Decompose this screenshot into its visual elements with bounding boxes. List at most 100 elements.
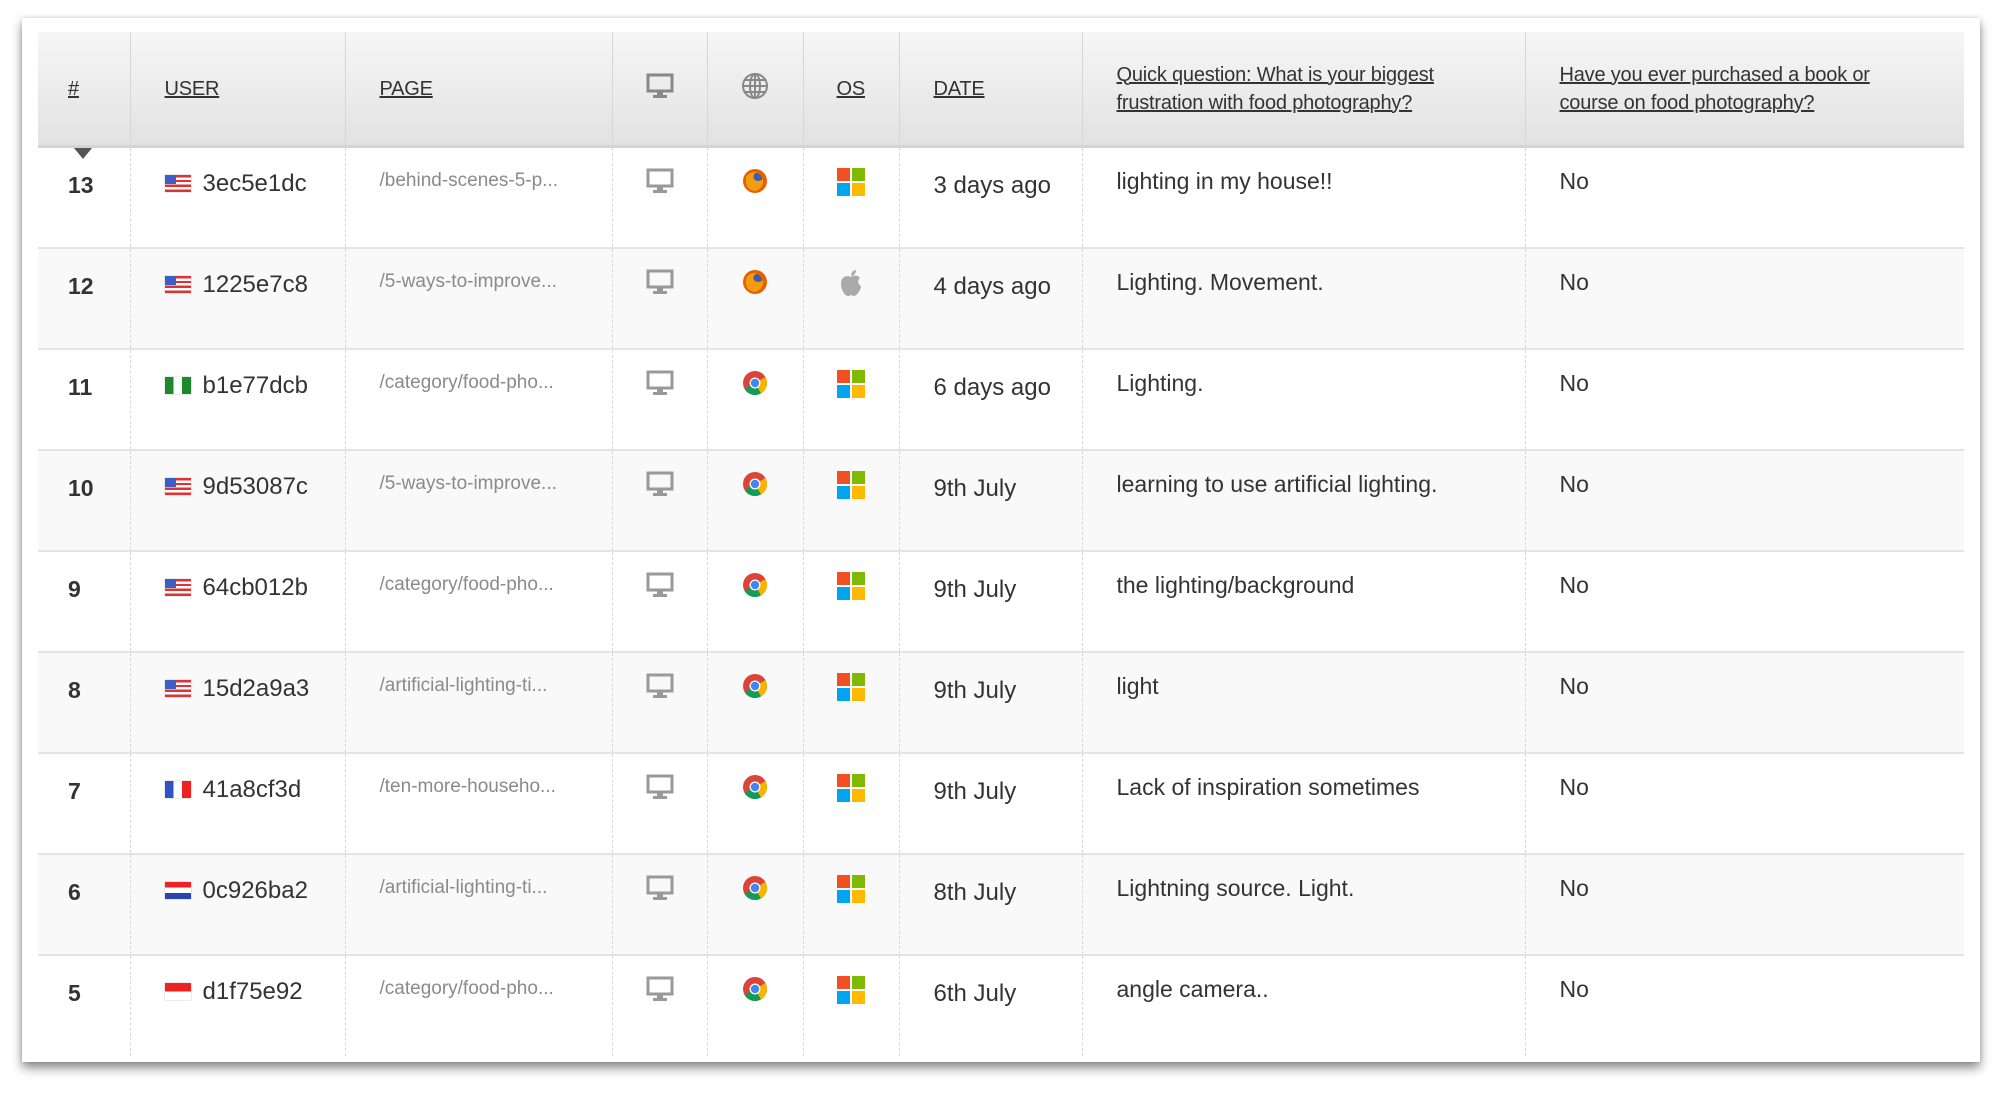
user-cell[interactable]: 64cb012b: [130, 550, 346, 652]
user-cell[interactable]: 0c926ba2: [130, 853, 346, 955]
user-cell[interactable]: 3ec5e1dc: [130, 146, 346, 248]
answer-q1: Lighting.: [1082, 348, 1526, 450]
col-header-q2[interactable]: Have you ever purchased a book or course…: [1525, 32, 1964, 148]
desktop-icon: [646, 572, 674, 602]
device-cell: [612, 449, 708, 551]
chrome-icon: [742, 774, 768, 804]
device-cell: [612, 550, 708, 652]
user-cell[interactable]: 9d53087c: [130, 449, 346, 551]
col-header-device[interactable]: [612, 32, 708, 148]
os-cell: [803, 651, 900, 753]
date-cell: 9th July: [899, 550, 1083, 652]
flag-id-icon: [164, 982, 191, 1000]
col-header-os[interactable]: OS: [803, 32, 900, 148]
header-label: USER: [164, 77, 220, 100]
page-cell[interactable]: /category/food-pho...: [345, 348, 613, 450]
answer-q2: No: [1559, 168, 1589, 194]
desktop-icon: [646, 673, 674, 703]
answer-q1: Lighting. Movement.: [1082, 247, 1526, 349]
desktop-icon: [646, 370, 674, 400]
desktop-icon: [646, 73, 674, 104]
desktop-icon: [646, 976, 674, 1006]
header-label: PAGE: [379, 77, 433, 100]
flag-fr-icon: [164, 780, 191, 798]
page-cell[interactable]: /category/food-pho...: [345, 550, 613, 652]
user-id: 1225e7c8: [202, 270, 308, 298]
table-row[interactable]: 10 9d53087c /5-ways-to-improve... 9th Ju…: [38, 449, 1964, 551]
row-number: 8: [38, 651, 131, 753]
col-header-q1[interactable]: Quick question: What is your biggest fru…: [1082, 32, 1526, 148]
user-cell[interactable]: b1e77dcb: [130, 348, 346, 450]
col-header-number[interactable]: #: [38, 32, 131, 159]
device-cell: [612, 651, 708, 753]
chrome-icon: [742, 471, 768, 501]
desktop-icon: [646, 471, 674, 501]
page-cell[interactable]: /artificial-lighting-ti...: [345, 651, 613, 753]
page-cell[interactable]: /behind-scenes-5-p...: [345, 146, 613, 248]
os-cell: [803, 146, 900, 248]
col-header-user[interactable]: USER: [130, 32, 346, 148]
flag-hr-icon: [164, 881, 191, 899]
answer-q2: No: [1559, 975, 1589, 1002]
answer-q1: Lightning source. Light.: [1082, 853, 1526, 955]
row-number: 13: [38, 146, 131, 248]
windows-icon: [837, 874, 865, 907]
flag-us-icon: [164, 578, 191, 596]
page-cell[interactable]: /category/food-pho...: [345, 954, 613, 1056]
col-header-browser[interactable]: [707, 32, 804, 148]
date-cell: 6th July: [899, 954, 1083, 1056]
browser-cell: [707, 348, 804, 450]
user-cell[interactable]: 1225e7c8: [130, 247, 346, 349]
date-cell: 9th July: [899, 752, 1083, 854]
windows-icon: [837, 773, 865, 806]
page-cell[interactable]: /5-ways-to-improve...: [345, 449, 613, 551]
answer-q2: No: [1559, 874, 1589, 901]
date-cell: 9th July: [899, 651, 1083, 753]
user-id: b1e77dcb: [202, 371, 308, 399]
answer-q1: the lighting/background: [1082, 550, 1526, 652]
table-row[interactable]: 12 1225e7c8 /5-ways-to-improve... 4 days…: [38, 247, 1964, 349]
table-row[interactable]: 5 d1f75e92 /category/food-pho... 6th Jul…: [38, 954, 1964, 1056]
device-cell: [612, 146, 708, 248]
desktop-icon: [646, 875, 674, 905]
page-cell[interactable]: /5-ways-to-improve...: [345, 247, 613, 349]
chrome-icon: [742, 875, 768, 905]
row-number: 11: [38, 348, 131, 450]
answer-q2: No: [1559, 672, 1589, 699]
page-cell[interactable]: /ten-more-househo...: [345, 752, 613, 854]
table-row[interactable]: 11 b1e77dcb /category/food-pho... 6 days…: [38, 348, 1964, 450]
table-row[interactable]: 8 15d2a9a3 /artificial-lighting-ti... 9t…: [38, 651, 1964, 753]
answer-q1: learning to use artificial lighting.: [1082, 449, 1526, 551]
firefox-icon: [742, 169, 768, 198]
os-cell: [803, 247, 900, 349]
flag-us-icon: [164, 679, 191, 697]
table-row[interactable]: 7 41a8cf3d /ten-more-househo... 9th July…: [38, 752, 1964, 854]
header-row: # USER PAGE OS DATE Quick question: What…: [38, 32, 1964, 159]
windows-icon: [837, 672, 865, 705]
browser-cell: [707, 449, 804, 551]
user-cell[interactable]: 41a8cf3d: [130, 752, 346, 854]
responses-table: # USER PAGE OS DATE Quick question: What…: [38, 32, 1964, 1056]
user-cell[interactable]: 15d2a9a3: [130, 651, 346, 753]
chrome-icon: [742, 673, 768, 703]
responses-panel: # USER PAGE OS DATE Quick question: What…: [22, 18, 1980, 1062]
user-id: 3ec5e1dc: [202, 170, 307, 197]
user-cell[interactable]: d1f75e92: [130, 954, 346, 1056]
page-cell[interactable]: /artificial-lighting-ti...: [345, 853, 613, 955]
table-row[interactable]: 13 3ec5e1dc /behind-scenes-5-p... 3 days…: [38, 146, 1964, 248]
answer-q2: No: [1559, 773, 1589, 800]
header-label: Quick question: What is your biggest fru…: [1116, 63, 1435, 114]
header-label: Have you ever purchased a book or course…: [1559, 63, 1870, 114]
col-header-page[interactable]: PAGE: [345, 32, 613, 148]
col-header-date[interactable]: DATE: [899, 32, 1083, 148]
table-row[interactable]: 6 0c926ba2 /artificial-lighting-ti... 8t…: [38, 853, 1964, 955]
chrome-icon: [742, 572, 768, 602]
answer-q1: light: [1082, 651, 1526, 753]
row-number: 12: [38, 247, 131, 349]
user-id: 0c926ba2: [202, 876, 308, 904]
browser-cell: [707, 752, 804, 854]
answer-q1: angle camera..: [1082, 954, 1526, 1056]
apple-icon: [839, 269, 863, 301]
date-cell: 8th July: [899, 853, 1083, 955]
table-row[interactable]: 9 64cb012b /category/food-pho... 9th Jul…: [38, 550, 1964, 652]
